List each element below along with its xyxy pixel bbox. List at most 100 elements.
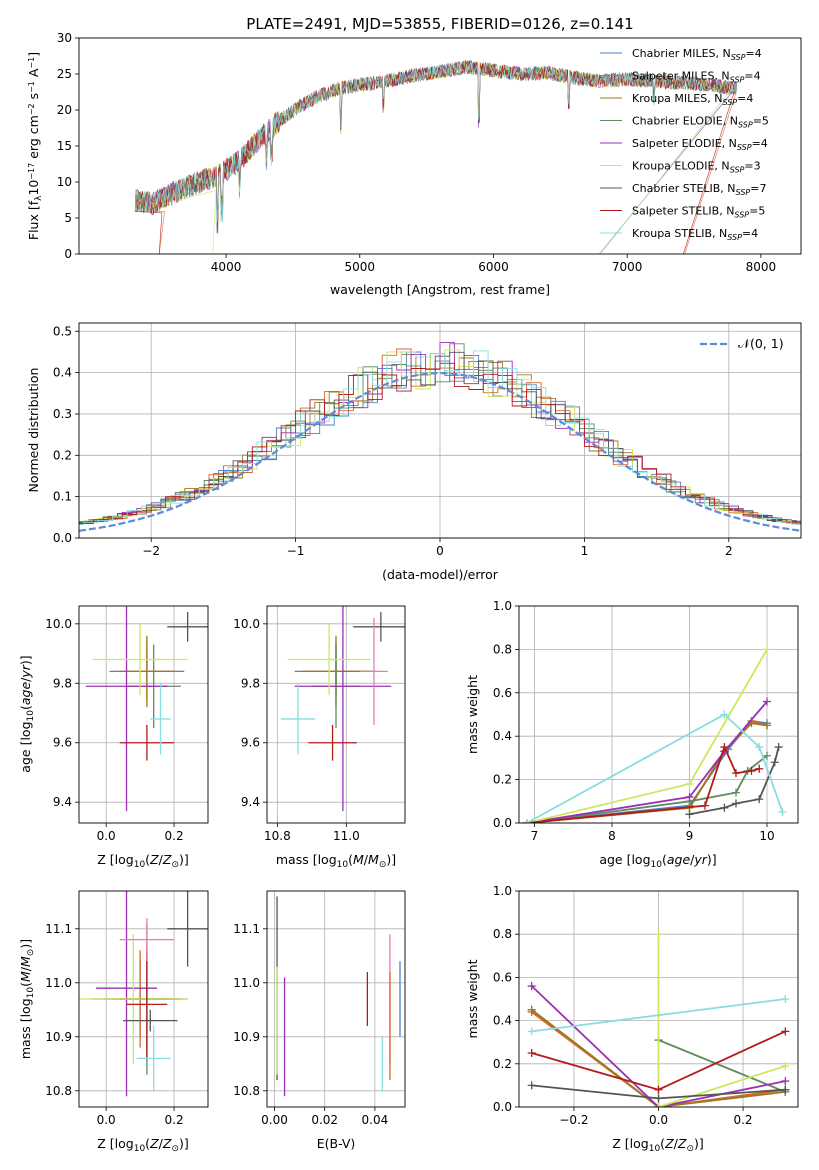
y-tick-label: 11.1: [233, 922, 260, 936]
histogram-3: [79, 343, 801, 524]
normal-curve: [79, 371, 801, 532]
x-tick-label: 8000: [746, 260, 777, 274]
y-tick-label: 9.4: [53, 795, 72, 809]
weight-marker: [685, 810, 694, 819]
y-tick-label: 0.3: [53, 407, 72, 421]
axes-frame: [266, 605, 406, 824]
weight-line-3: [526, 754, 768, 823]
weight-marker: [527, 1081, 536, 1090]
y-tick-label: 0.0: [493, 1100, 512, 1114]
weight-marker: [522, 819, 531, 823]
x-tick-label: −1: [287, 544, 305, 558]
histogram-5: [79, 349, 801, 526]
y-tick-label: 1.0: [493, 599, 512, 613]
spectrum-line-4: [134, 60, 738, 254]
y-tick-label: 11.1: [45, 922, 72, 936]
y-axis-label: age [log10(age/yr)]: [18, 655, 36, 772]
weight-marker: [770, 758, 779, 767]
y-tick-label: 0.4: [53, 366, 72, 380]
weight-marker: [527, 1027, 536, 1036]
weight-marker: [720, 803, 729, 812]
spectrum-line-1: [134, 61, 738, 254]
legend-label-7: Salpeter STELIB, NSSP=5: [632, 205, 765, 220]
x-tick-label: −0.2: [559, 1113, 588, 1127]
axes-5: [75, 891, 208, 1111]
y-tick-label: 0.2: [493, 773, 512, 787]
histogram-8: [79, 350, 801, 526]
x-tick-label: 0.04: [362, 1113, 389, 1127]
y-tick-label: 9.6: [53, 736, 72, 750]
spectrum-line-7: [134, 59, 738, 254]
legend-label-1: Salpeter MILES, NSSP=4: [632, 70, 761, 85]
axes-7: [515, 890, 798, 1111]
y-tick-label: 9.8: [241, 676, 260, 690]
x-axis-label: E(B-V): [317, 1136, 356, 1151]
weight-marker: [763, 721, 771, 730]
x-tick-label: 10.8: [264, 829, 291, 843]
y-tick-label: 0.8: [493, 927, 512, 941]
legend-label-5: Kroupa ELODIE, NSSP=3: [632, 160, 761, 175]
x-tick-label: −2: [142, 544, 160, 558]
y-axis-label: Normed distribution: [26, 368, 41, 493]
weight-marker: [720, 710, 729, 719]
x-tick-label: 0.2: [165, 1113, 184, 1127]
x-tick-label: 0: [436, 544, 444, 558]
axes-frame: [78, 322, 802, 539]
weight-marker: [763, 751, 771, 760]
y-axis-label: mass weight: [465, 675, 480, 754]
y-tick-label: 10.8: [45, 1084, 72, 1098]
weight-marker: [527, 1005, 536, 1014]
y-tick-label: 10.8: [233, 1084, 260, 1098]
x-tick-label: 0.0: [97, 829, 116, 843]
y-tick-label: 0.2: [493, 1057, 512, 1071]
histogram-7: [79, 362, 801, 526]
y-tick-label: 11.0: [233, 976, 260, 990]
x-tick-label: 11.0: [333, 829, 360, 843]
x-axis-label: Z [log10(Z/Z⊙)]: [612, 1136, 704, 1154]
axes-2: [75, 606, 208, 827]
x-axis-label: wavelength [Angstrom, rest frame]: [330, 282, 550, 297]
legend-label-0: Chabrier MILES, NSSP=4: [632, 47, 762, 62]
legend-label-normal: 𝒩(0, 1): [738, 336, 784, 351]
y-tick-label: 0.2: [53, 448, 72, 462]
y-tick-label: 0.1: [53, 490, 72, 504]
weight-line-2: [526, 722, 768, 823]
y-tick-label: 0: [64, 247, 72, 261]
axes-frame: [78, 37, 802, 255]
legend-label-2: Kroupa MILES, NSSP=4: [632, 92, 753, 107]
weight-line-4: [526, 700, 768, 823]
axes-0: [75, 37, 762, 258]
y-tick-label: 30: [57, 31, 72, 45]
x-tick-label: 0.0: [649, 1113, 668, 1127]
weight-marker: [778, 808, 787, 817]
y-tick-label: 20: [57, 103, 72, 117]
x-tick-label: 9: [686, 829, 694, 843]
weight-marker: [527, 1049, 536, 1057]
axes-frame: [518, 605, 799, 824]
weight-marker: [685, 792, 694, 801]
y-tick-label: 0.8: [493, 642, 512, 656]
chart-title: PLATE=2491, MJD=53855, FIBERID=0126, z=0…: [246, 15, 633, 33]
weight-marker: [732, 788, 740, 797]
x-tick-label: 0.00: [261, 1113, 288, 1127]
weight-line-2: [531, 1009, 786, 1107]
weight-marker: [732, 799, 740, 808]
y-tick-label: 15: [57, 139, 72, 153]
x-tick-label: 0.02: [311, 1113, 338, 1127]
y-tick-label: 10.0: [233, 617, 260, 631]
weight-marker: [763, 645, 771, 654]
x-tick-label: 6000: [478, 260, 509, 274]
y-axis-label: mass [log10(M/M⊙)]: [18, 939, 36, 1059]
x-tick-label: 10: [759, 829, 774, 843]
weight-marker: [654, 1103, 663, 1107]
weight-marker: [654, 1094, 663, 1103]
x-tick-label: 0.2: [733, 1113, 752, 1127]
weight-marker: [781, 1027, 790, 1036]
spectrum-line-5: [134, 60, 738, 254]
x-axis-label: Z [log10(Z/Z⊙)]: [97, 1136, 189, 1154]
weight-marker: [781, 1061, 790, 1070]
weight-marker: [654, 1085, 663, 1094]
legend-label-6: Chabrier STELIB, NSSP=7: [632, 182, 766, 197]
y-axis-label: Flux [fλ10−17 erg cm−2 s−1 A−1]: [26, 52, 44, 240]
